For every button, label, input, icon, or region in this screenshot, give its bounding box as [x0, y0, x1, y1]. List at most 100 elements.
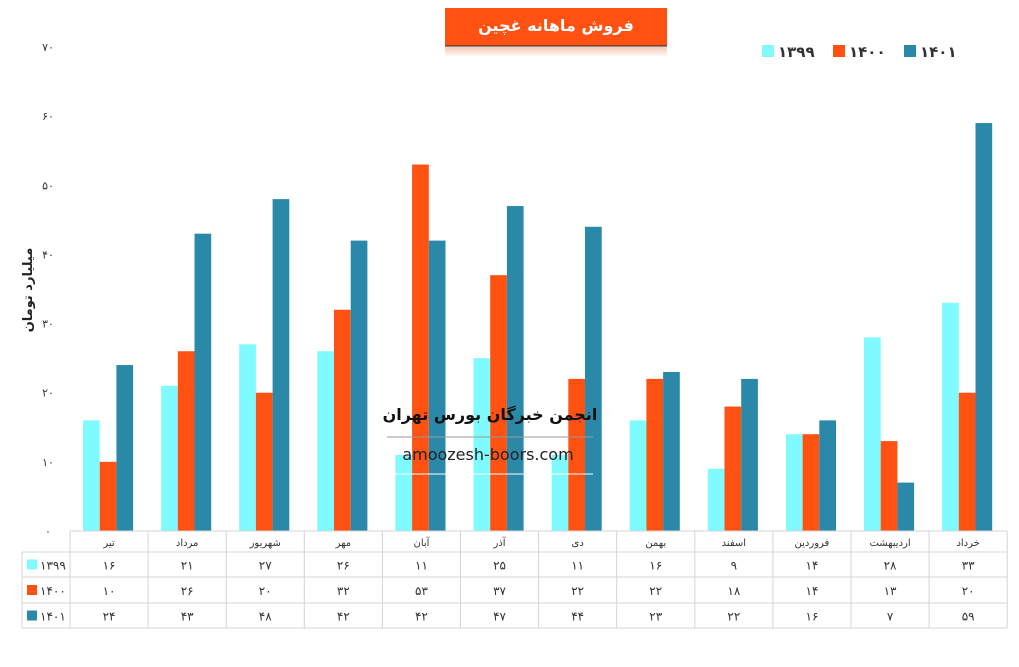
- table-cell: ۲۲: [649, 584, 662, 598]
- bar: [83, 420, 100, 531]
- table-cell: ۱۴: [806, 559, 819, 573]
- bar: [473, 358, 491, 531]
- data-table: تیر مرداد شهریور مهر آبان آذر دی بهمن اسفند فرورد…: [21, 530, 1008, 629]
- table-cell: ۱۴: [806, 584, 819, 598]
- legend-swatch: [904, 45, 916, 57]
- title-box: فروش ماهانه غچین: [445, 8, 667, 57]
- table-header-month: تیر: [102, 538, 115, 549]
- table-cell: ۱۸: [727, 584, 740, 598]
- table-cell: ۵۹: [962, 610, 975, 624]
- table-cell: ۲۵: [493, 559, 506, 573]
- legend: ۱۳۹۹ ۱۴۰۰ ۱۴۰۱: [762, 43, 957, 61]
- table-cell: ۲۶: [337, 559, 350, 573]
- bar: [707, 468, 725, 531]
- bar: [272, 199, 290, 531]
- table-cell: ۲۲: [571, 584, 584, 598]
- bar: [646, 378, 664, 531]
- bar: [239, 344, 256, 531]
- bar: [741, 378, 758, 531]
- bar: [334, 309, 351, 531]
- y-tick-label: ۲۰: [42, 387, 54, 400]
- watermark-title: انجمن خبرگان بورس تهران: [383, 405, 598, 424]
- watermark-url: amoozesh-boors.com: [402, 445, 573, 464]
- bar: [724, 406, 742, 531]
- bar: [975, 123, 993, 532]
- y-tick-label: ۰: [45, 525, 51, 538]
- bar: [864, 337, 881, 531]
- y-tick-label: ۷۰: [42, 41, 54, 54]
- table-cell: ۱۶: [649, 559, 662, 573]
- table-cell: ۱۶: [806, 610, 819, 624]
- table-cell: ۳۳: [962, 559, 975, 573]
- table-cell: ۲۱: [181, 559, 194, 573]
- table-cell: ۴۲: [415, 610, 428, 624]
- table-header-month: شهریور: [249, 538, 281, 549]
- bar: [585, 226, 602, 531]
- bars: [83, 123, 993, 532]
- table-cell: ۴۷: [493, 610, 506, 624]
- bar: [317, 351, 334, 531]
- table-cell: ۳۲: [337, 584, 350, 598]
- table-cell: ۲۰: [962, 584, 975, 598]
- table-cell: ۲۰: [259, 584, 272, 598]
- chart-title: فروش ماهانه غچین: [478, 16, 634, 36]
- table-cell: ۱۰: [103, 584, 116, 598]
- table-cell: ۱۱: [415, 559, 428, 573]
- bar: [428, 240, 446, 531]
- table-cell: ۴۸: [259, 610, 272, 624]
- bar: [412, 164, 429, 532]
- table-cell: ۳۷: [493, 584, 506, 598]
- table-cell: ۱۱: [571, 559, 584, 573]
- table-cell: ۲۴: [103, 610, 116, 624]
- table-cell: ۱۶: [103, 559, 116, 573]
- table-header-month: فروردین: [795, 538, 830, 549]
- bar: [942, 302, 959, 531]
- bar: [161, 385, 178, 531]
- bar: [958, 392, 976, 531]
- bar: [506, 206, 524, 531]
- bar: [785, 434, 803, 531]
- bar: [194, 233, 212, 531]
- bar: [802, 434, 820, 531]
- table-cell: ۴۲: [337, 610, 350, 624]
- table-cell: ۲۸: [884, 559, 897, 573]
- bar: [897, 482, 915, 531]
- bar: [880, 441, 898, 531]
- table-legend-swatch: [27, 559, 37, 570]
- table-cell: ۷: [887, 610, 894, 624]
- table-cell: ۲۷: [259, 559, 272, 573]
- bar: [177, 351, 195, 531]
- y-tick-label: ۳۰: [42, 318, 54, 331]
- legend-swatch: [762, 45, 774, 57]
- bar: [819, 420, 836, 531]
- table-series-label: ۱۴۰۰: [40, 584, 66, 598]
- table-cell: ۲۳: [649, 610, 662, 624]
- legend-label: ۱۳۹۹: [778, 43, 815, 61]
- bar: [551, 454, 569, 531]
- table-header-month: خرداد: [956, 538, 979, 549]
- table-header-month: دی: [572, 538, 584, 549]
- table-cell: ۲۲: [727, 610, 740, 624]
- legend-swatch: [833, 45, 845, 57]
- y-tick-label: ۶۰: [42, 110, 54, 123]
- table-header-month: اردیبهشت: [869, 538, 910, 549]
- bar: [629, 420, 647, 531]
- table-cell: ۲۶: [181, 584, 194, 598]
- table-legend-swatch: [27, 610, 37, 621]
- legend-label: ۱۴۰۰: [849, 43, 886, 61]
- table-header-month: اسفند: [722, 538, 746, 549]
- bar: [395, 454, 413, 531]
- table-header-month: بهمن: [645, 538, 666, 549]
- y-tick-label: ۴۰: [42, 248, 54, 261]
- table-cell: ۴۳: [181, 610, 194, 624]
- bar: [490, 275, 507, 531]
- table-header-month: مرداد: [176, 538, 199, 549]
- y-axis: ۰ ۱۰ ۲۰ ۳۰ ۴۰ ۵۰ ۶۰ ۷۰: [42, 41, 54, 538]
- y-tick-label: ۱۰: [42, 456, 54, 469]
- table-series-label: ۱۴۰۱: [40, 610, 66, 624]
- table-header-month: آذر: [493, 536, 507, 549]
- bar: [99, 461, 117, 531]
- table-cell: ۴۴: [571, 610, 584, 624]
